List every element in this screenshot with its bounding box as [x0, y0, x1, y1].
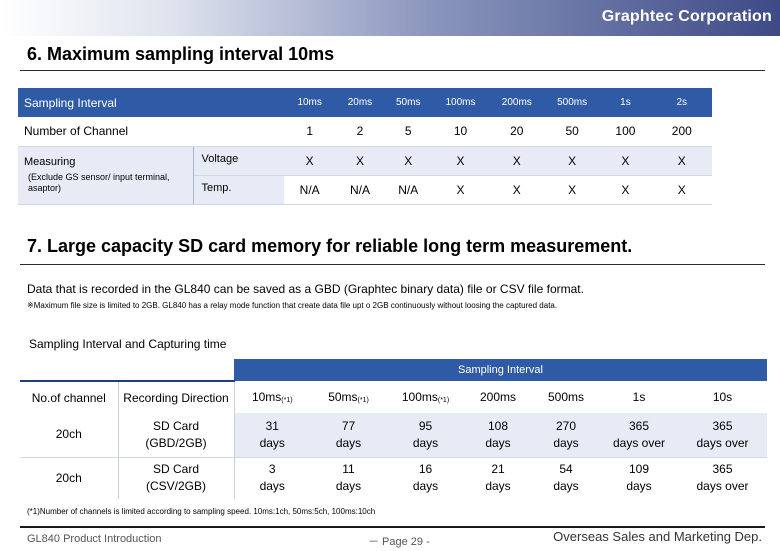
footer-product: GL840 Product Introduction [27, 533, 162, 545]
table-cell: 2 [335, 117, 385, 147]
table-cell: X [283, 146, 336, 176]
column-header: Recording Direction [117, 380, 234, 413]
table-cell: N/A [384, 175, 433, 205]
table-cell: X [432, 175, 489, 205]
header-cell: 50ms [384, 88, 433, 117]
table-band-row: Sampling Interval [20, 359, 768, 381]
table-cell: 365 days over [678, 413, 768, 457]
column-header: 1s [632, 390, 646, 404]
table-row: Measuring (Exclude GS sensor/ input term… [18, 146, 712, 205]
table-cell: 5 [384, 117, 433, 147]
column-header: 500ms [547, 390, 585, 404]
column-header: 50ms(*1) [328, 390, 369, 404]
table-cell: X [335, 146, 385, 176]
table-cell: X [544, 175, 600, 205]
table-cell: X [651, 175, 712, 205]
header-cell: 1s [599, 88, 652, 117]
header-cell: 20ms [335, 88, 385, 117]
table-cell: X [599, 175, 652, 205]
table-cell: X [432, 146, 489, 176]
table-cell: X [384, 146, 433, 176]
column-header: 10s [712, 390, 733, 404]
table-cell: 95 days [387, 413, 464, 457]
title-divider [20, 70, 765, 71]
capturing-time-table: Sampling Interval No.of channel Recordin… [20, 359, 768, 499]
table-row: 20ch SD Card (GBD/2GB) 31 days 77 days 95 da… [20, 413, 768, 457]
header-cell: 2s [651, 88, 712, 117]
measuring-label-cell: Measuring (Exclude GS sensor/ input term… [18, 146, 194, 205]
table-cell: 365 days over [678, 456, 768, 499]
column-header: 10ms(*1) [233, 381, 310, 413]
table-cell: 11 days [310, 456, 387, 499]
table-cell: N/A [335, 175, 385, 205]
table-cell: 10 [432, 117, 489, 147]
header-cell: 10ms [283, 88, 336, 117]
column-header: 100ms(*1) [401, 390, 450, 404]
measuring-label: Measuring [24, 156, 76, 168]
table-row: Number of Channel 1 2 5 10 20 50 100 200 [18, 117, 712, 147]
section-title-sd-card: 7. Large capacity SD card memory for rel… [27, 236, 633, 256]
header-label: Sampling Interval [18, 88, 284, 117]
temp-label: Temp. [193, 175, 284, 205]
table-footnote: (*1)Number of channels is limited accord… [27, 507, 376, 516]
band-spacer [20, 359, 234, 381]
table-header-row: Sampling Interval 10ms 20ms 50ms 100ms 2… [18, 88, 712, 117]
table-cell: 200 [651, 117, 712, 147]
column-header: No.of channel [20, 380, 118, 413]
table-cell: 1 [283, 117, 336, 147]
table-row: 20ch SD Card (CSV/2GB) 3 days 11 days 16 day… [20, 456, 768, 499]
table-cell: 16 days [387, 456, 464, 499]
table-header-row: No.of channel Recording Direction 10ms(*… [20, 380, 767, 413]
sampling-interval-table: Sampling Interval 10ms 20ms 50ms 100ms 2… [18, 88, 712, 205]
table-cell: 3 days [233, 456, 310, 499]
table-cell: 54 days [532, 456, 600, 499]
title-divider [20, 264, 765, 265]
company-logo: Graphtec Corporation [601, 8, 772, 25]
header-banner: Graphtec Corporation [0, 0, 780, 36]
table-cell: N/A [283, 175, 336, 205]
table-cell: X [651, 146, 712, 176]
table-cell: X [599, 146, 652, 176]
table-cell: 109 days [600, 456, 678, 499]
header-cell: 100ms [432, 88, 489, 117]
direction-cell: SD Card (CSV/2GB) [117, 456, 234, 499]
page-number: － Page 29 - [368, 536, 430, 548]
direction-cell: SD Card (GBD/2GB) [117, 413, 234, 457]
channel-cell: 20ch [20, 456, 118, 499]
footer-department: Overseas Sales and Marketing Dep. [553, 529, 762, 544]
description-paragraph: Data that is recorded in the GL840 can b… [27, 282, 584, 296]
table-cell: 100 [599, 117, 652, 147]
table-cell: 365 days over [600, 413, 678, 457]
table-cell: 20 [488, 117, 545, 147]
section-title-sampling: 6. Maximum sampling interval 10ms [27, 44, 335, 64]
footer-divider [20, 526, 765, 528]
header-cell: 200ms [488, 88, 545, 117]
measuring-note: (Exclude GS sensor/ input terminal, asap… [28, 172, 170, 193]
table-caption: Sampling Interval and Capturing time [29, 337, 227, 351]
channel-cell: 20ch [55, 427, 82, 442]
table-cell: 77 days [310, 413, 387, 457]
table-cell: X [488, 175, 545, 205]
file-size-note: ※Maximum file size is limited to 2GB. GL… [27, 301, 558, 310]
column-header: 200ms [479, 390, 517, 404]
table-cell: X [544, 146, 600, 176]
table-cell: X [488, 146, 545, 176]
voltage-label: Voltage [193, 146, 284, 176]
header-cell: 500ms [544, 88, 600, 117]
table-row: Temp. N/A N/A N/A X X X X X [18, 175, 712, 205]
table-cell: 270 days [532, 413, 600, 457]
table-cell: 50 [544, 117, 600, 147]
row-label: Number of Channel [18, 117, 284, 147]
table-cell: 108 days [464, 413, 532, 457]
table-cell: 31 days [233, 413, 310, 457]
table-cell: 21 days [464, 456, 532, 499]
band-label: Sampling Interval [234, 359, 768, 381]
